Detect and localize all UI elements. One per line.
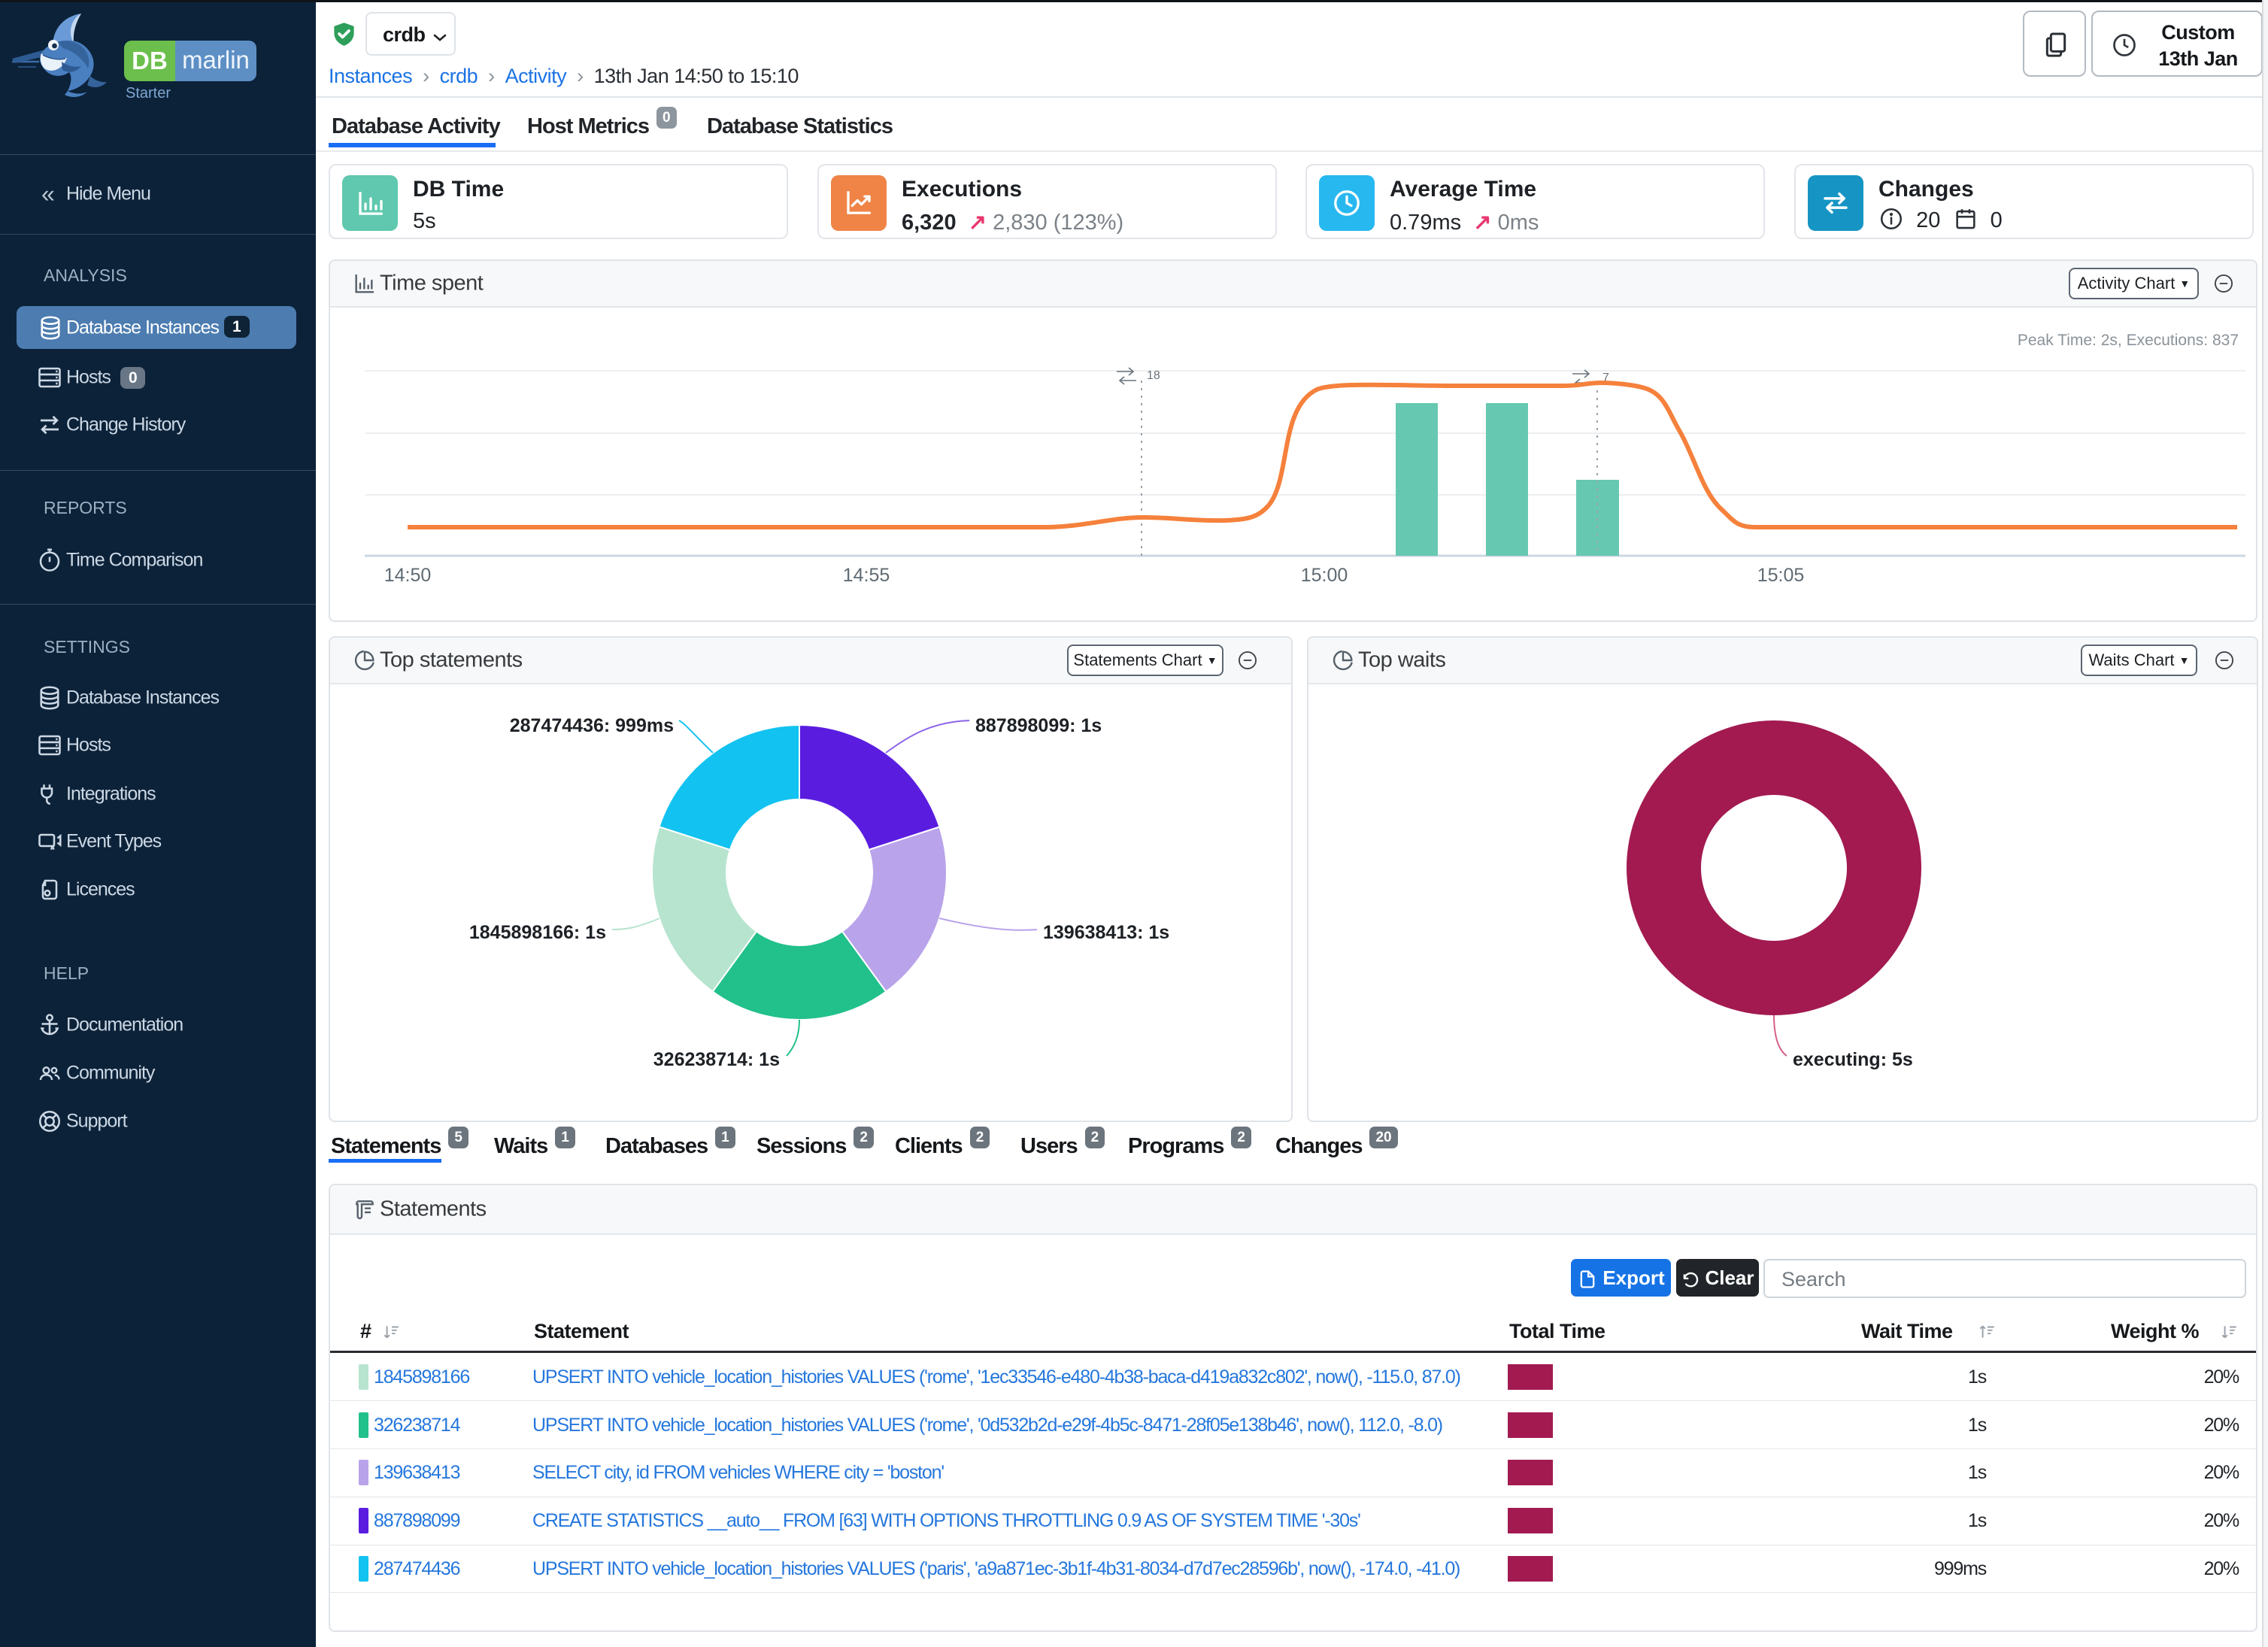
svg-text:326238714: 1s: 326238714: 1s xyxy=(653,1049,780,1070)
svg-text:287474436: 999ms: 287474436: 999ms xyxy=(510,715,674,736)
svg-text:1845898166: 1s: 1845898166: 1s xyxy=(469,922,606,943)
svg-text:executing: 5s: executing: 5s xyxy=(1793,1049,1913,1070)
svg-text:14:50: 14:50 xyxy=(384,565,432,586)
svg-text:18: 18 xyxy=(1147,369,1160,382)
svg-text:139638413: 1s: 139638413: 1s xyxy=(1043,922,1169,943)
svg-text:15:00: 15:00 xyxy=(1301,565,1348,586)
svg-text:15:05: 15:05 xyxy=(1757,565,1805,586)
svg-text:Peak Time: 2s, Executions: 837: Peak Time: 2s, Executions: 837 xyxy=(2018,332,2239,349)
svg-text:887898099: 1s: 887898099: 1s xyxy=(975,715,1102,736)
svg-text:14:55: 14:55 xyxy=(843,565,890,586)
svg-text:7: 7 xyxy=(1602,372,1609,384)
